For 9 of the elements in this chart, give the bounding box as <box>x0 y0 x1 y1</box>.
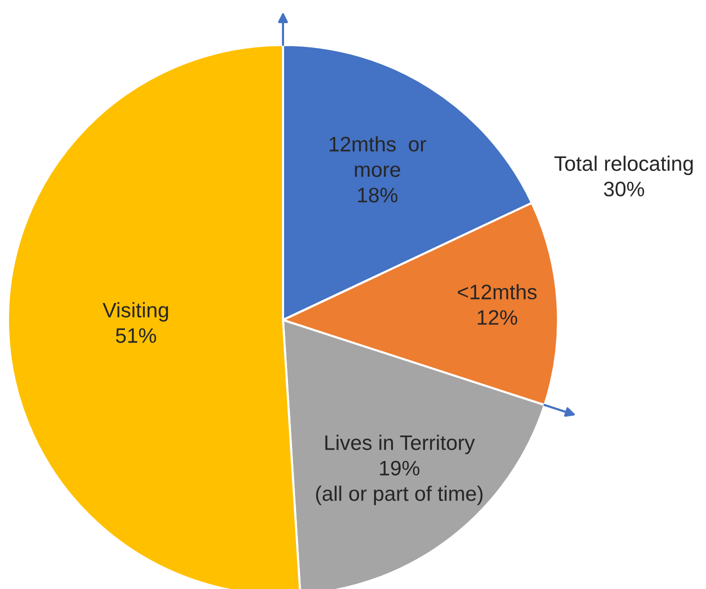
text: Total relocating 30% <box>554 156 693 196</box>
data-label: 12% <box>478 310 518 325</box>
slice-label: Visiting <box>102 302 168 322</box>
data-label: 51% <box>116 328 156 343</box>
slice-label: <12mths <box>458 284 537 300</box>
slice-label: Lives in Territory <box>325 434 475 454</box>
slice-label: 12mths or more <box>330 136 426 177</box>
data-label: 19% (all or part of time) <box>316 460 483 506</box>
data-label: 18% <box>358 188 398 202</box>
